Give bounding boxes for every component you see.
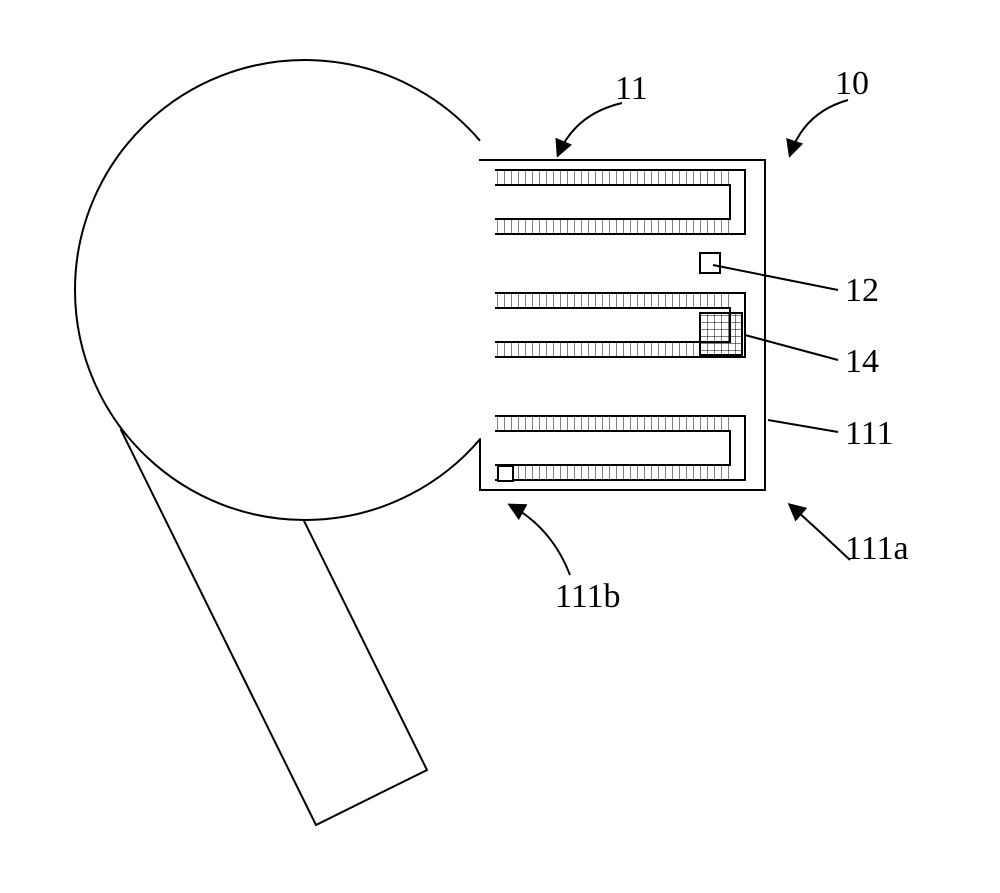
label-10: 10 bbox=[835, 65, 869, 103]
label-14: 14 bbox=[845, 343, 879, 381]
diagram-stage: 10 11 12 14 111 111a 111b bbox=[0, 0, 1000, 893]
label-11: 11 bbox=[615, 70, 648, 108]
label-111: 111 bbox=[845, 415, 893, 453]
label-111a: 111a bbox=[845, 530, 909, 568]
label-111b: 111b bbox=[555, 578, 620, 616]
label-12: 12 bbox=[845, 272, 879, 310]
